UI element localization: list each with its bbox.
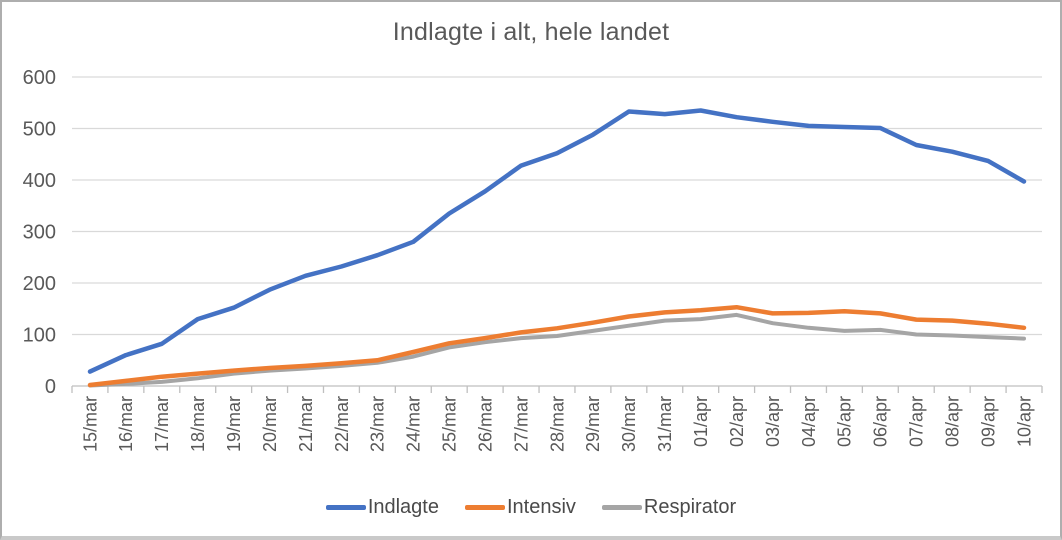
series-line-indlagte	[87, 108, 1027, 374]
legend-item-respirator: Respirator	[601, 496, 737, 519]
x-axis-category-label: 24/mar	[404, 396, 424, 452]
respirator-line-swatch-icon	[601, 505, 642, 510]
x-axis-category-label: 23/mar	[368, 396, 388, 452]
x-axis-category-label: 27/mar	[511, 396, 531, 452]
x-axis-category-label: 02/apr	[727, 396, 747, 447]
y-axis-tick-label: 0	[45, 376, 56, 398]
chart-title: Indlagte i alt, hele landet	[392, 18, 670, 46]
y-axis-tick-label: 600	[23, 67, 56, 89]
x-axis-category-label: 28/mar	[547, 396, 567, 452]
indlagte-line-swatch-icon	[325, 505, 366, 510]
y-axis-tick-label: 300	[23, 222, 56, 244]
x-axis-category-label: 19/mar	[224, 396, 244, 452]
x-axis-category-label: 05/apr	[835, 396, 855, 447]
x-axis-category-label: 04/apr	[799, 396, 819, 447]
y-axis-tick-label: 400	[23, 170, 56, 192]
y-axis-tick-label: 500	[23, 119, 56, 141]
x-axis-category-label: 17/mar	[152, 396, 172, 452]
x-axis-category-label: 18/mar	[188, 396, 208, 452]
x-axis-category-label: 03/apr	[763, 396, 783, 447]
x-axis-category-label: 08/apr	[942, 396, 962, 447]
x-axis-category-label: 30/mar	[619, 396, 639, 452]
y-axis-tick-label: 200	[23, 273, 56, 295]
x-axis-category-label: 15/mar	[80, 396, 100, 452]
x-axis-category-label: 09/apr	[978, 396, 998, 447]
x-axis-category-label: 25/mar	[440, 396, 460, 452]
legend-item-intensiv: Intensiv	[464, 496, 576, 519]
x-axis-category-label: 20/mar	[260, 396, 280, 452]
chart-legend: Indlagte Intensiv Respirator	[2, 496, 1060, 519]
legend-label-respirator: Respirator	[643, 496, 737, 518]
x-axis-category-label: 10/apr	[1014, 396, 1034, 447]
x-axis-category-label: 07/apr	[907, 396, 927, 447]
legend-label-indlagte: Indlagte	[367, 496, 439, 518]
series-line-respirator	[88, 312, 1026, 388]
legend-label-intensiv: Intensiv	[506, 496, 576, 518]
x-axis-category-label: 16/mar	[116, 396, 136, 452]
x-axis-category-label: 31/mar	[655, 396, 675, 452]
x-axis-category-label: 26/mar	[475, 396, 495, 452]
x-axis-category-label: 06/apr	[871, 396, 891, 447]
legend-item-indlagte: Indlagte	[325, 496, 439, 519]
x-axis-category-label: 01/apr	[691, 396, 711, 447]
x-axis-category-label: 29/mar	[583, 396, 603, 452]
series-line-intensiv	[87, 304, 1027, 388]
y-axis-tick-label: 100	[23, 325, 56, 347]
intensiv-line-swatch-icon	[464, 505, 505, 510]
x-axis-category-label: 22/mar	[332, 396, 352, 452]
x-axis-category-label: 21/mar	[296, 396, 316, 452]
